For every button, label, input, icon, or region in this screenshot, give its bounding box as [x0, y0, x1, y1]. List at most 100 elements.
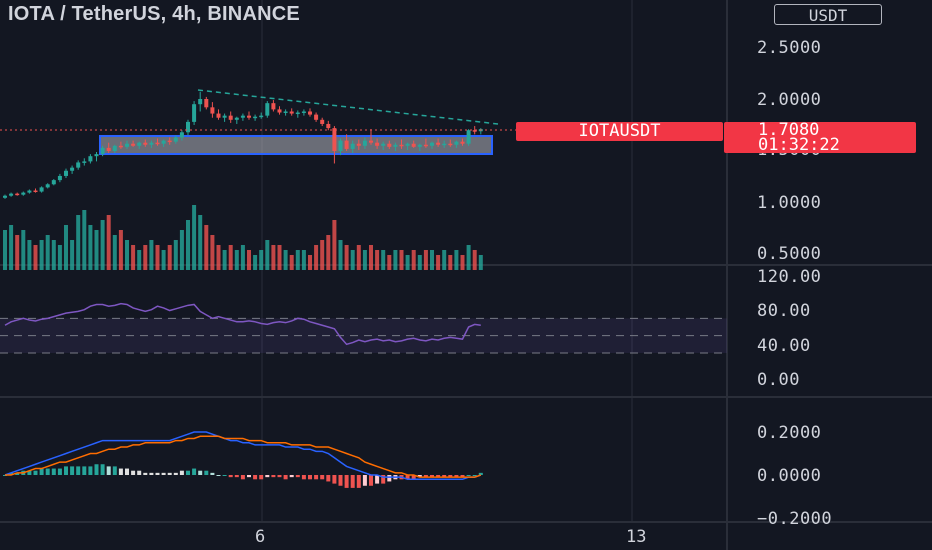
price-axis-label: 1.0000: [757, 193, 822, 213]
macd-histogram-bar: [100, 464, 105, 475]
macd-histogram-bar: [45, 468, 50, 475]
volume-bars: [3, 205, 483, 270]
volume-bar: [454, 250, 459, 270]
volume-bar: [332, 220, 337, 270]
volume-bar: [179, 230, 184, 270]
candle-body: [39, 187, 44, 192]
candle-body: [362, 140, 367, 146]
candle-body: [57, 175, 62, 181]
macd-histogram-bar: [430, 475, 434, 478]
macd-histogram-bar: [131, 470, 136, 475]
macd-histogram-bar: [167, 472, 172, 475]
candle-body: [173, 137, 178, 142]
time-axis-label: 6: [255, 527, 266, 547]
volume-bar: [283, 250, 288, 270]
volume-bar: [3, 230, 7, 270]
macd-histogram-bar: [137, 470, 142, 475]
volume-bar: [70, 240, 75, 270]
macd-histogram-bar: [27, 470, 32, 475]
rsi-axis-label: 40.00: [757, 336, 811, 356]
candle-body: [234, 117, 239, 120]
candle-body: [442, 143, 447, 146]
volume-bar: [326, 235, 331, 270]
macd-histogram-bar: [216, 475, 221, 476]
last-price-value: 1.7080: [758, 120, 820, 140]
macd-histogram-bar: [118, 468, 123, 475]
volume-bar: [186, 220, 190, 270]
volume-bar: [289, 255, 294, 270]
candle-body: [155, 142, 160, 145]
candle-body: [216, 113, 221, 118]
macd-histogram-bar: [308, 475, 312, 480]
candle-body: [460, 141, 465, 144]
volume-bar: [64, 225, 68, 270]
candle-body: [381, 143, 386, 146]
macd-histogram-bar: [88, 466, 93, 475]
macd-histogram-bar: [332, 475, 337, 484]
candle-body: [112, 145, 117, 151]
macd-histogram-bar: [466, 475, 471, 476]
volume-bar: [15, 235, 20, 270]
volume-bar: [33, 245, 38, 270]
macd-histogram-bar: [143, 472, 148, 475]
volume-bar: [198, 215, 203, 270]
macd-histogram-bar: [411, 475, 416, 480]
candle-body: [326, 123, 331, 129]
macd-histogram-bar: [161, 472, 166, 475]
macd-histogram-bar: [442, 475, 447, 478]
macd-axis-label: −0.2000: [757, 509, 833, 529]
candle-body: [228, 115, 233, 120]
volume-bar: [240, 245, 245, 270]
volume-bar: [344, 245, 349, 270]
volume-bar: [387, 255, 392, 270]
macd-histogram-bar: [375, 475, 380, 484]
macd-histogram-bar: [15, 472, 20, 475]
candle-body: [21, 192, 26, 195]
rsi-axis-label: 80.00: [757, 301, 811, 321]
macd-histogram-bar: [320, 475, 325, 480]
macd-pane: [3, 431, 483, 488]
candle-body: [51, 180, 56, 185]
currency-button[interactable]: USDT: [774, 4, 882, 25]
candle-body: [3, 195, 7, 198]
candle-body: [240, 115, 245, 118]
candle-body: [301, 111, 306, 113]
volume-bar: [301, 250, 306, 270]
candle-body: [466, 130, 471, 144]
candle-body: [76, 162, 81, 168]
volume-bar: [393, 250, 398, 270]
macd-histogram-bar: [240, 475, 245, 480]
candle-body: [448, 143, 453, 146]
volume-bar: [411, 250, 416, 270]
macd-histogram-bar: [51, 468, 56, 475]
candle-body: [393, 144, 398, 147]
volume-bar: [253, 255, 258, 270]
macd-histogram-bar: [149, 472, 154, 475]
volume-bar: [88, 225, 93, 270]
macd-histogram-bar: [387, 475, 392, 482]
macd-histogram-bar: [228, 475, 233, 478]
volume-bar: [21, 230, 26, 270]
volume-bar: [210, 235, 215, 270]
volume-bar: [118, 230, 123, 270]
macd-histogram-bar: [247, 475, 251, 478]
volume-bar: [82, 210, 87, 270]
macd-histogram-bar: [192, 468, 197, 475]
candle-body: [204, 99, 209, 108]
macd-histogram-bar: [179, 470, 184, 475]
volume-bar: [442, 250, 447, 270]
candle-body: [70, 167, 75, 171]
candle-body: [167, 140, 172, 143]
candle-body: [308, 111, 312, 115]
macd-histogram-bar: [33, 470, 38, 475]
candle-body: [125, 143, 129, 147]
volume-bar: [94, 230, 99, 270]
macd-histogram-bar: [350, 475, 355, 488]
volume-bar: [369, 245, 373, 270]
macd-histogram-bar: [369, 475, 373, 486]
candle-body: [143, 142, 148, 145]
volume-bar: [247, 250, 251, 270]
macd-histogram-bar: [448, 475, 453, 478]
candle-body: [100, 147, 105, 155]
